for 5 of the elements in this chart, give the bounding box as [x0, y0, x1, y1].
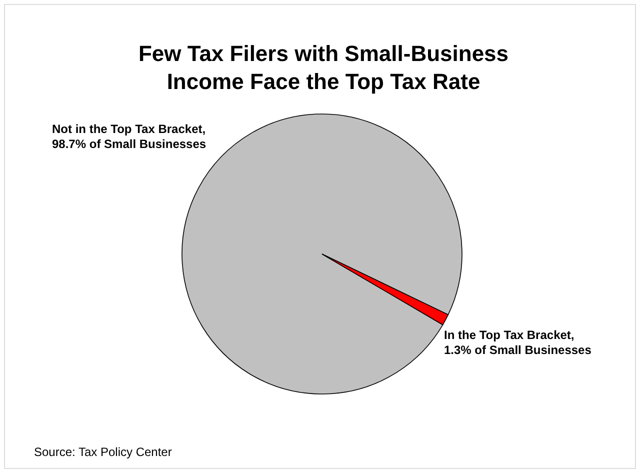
source-note: Source: Tax Policy Center — [34, 445, 172, 459]
chart-title: Few Tax Filers with Small-Business Income Face the Top Tax Rate — [138, 41, 509, 94]
slice-label: Not in the Top Tax Bracket, 98.7% of Small Businesses — [52, 122, 206, 151]
pie-slice — [322, 254, 449, 326]
slice-label: In the Top Tax Bracket, 1.3% of Small Businesses — [444, 328, 592, 357]
